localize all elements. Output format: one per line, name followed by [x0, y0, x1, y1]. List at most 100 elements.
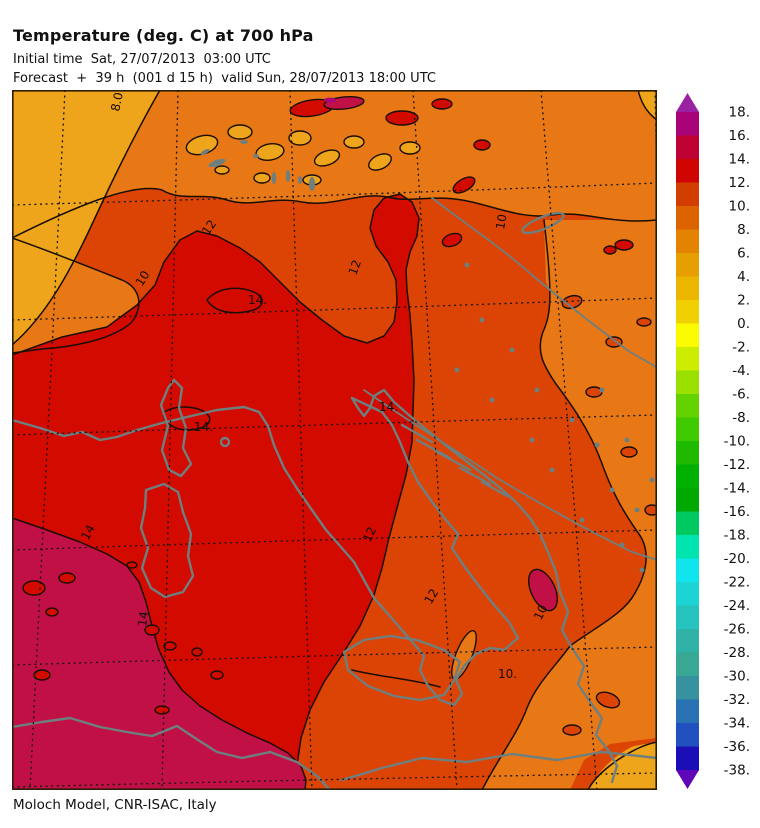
rivers	[363, 197, 657, 561]
colorbar-tick-label: 10.	[729, 199, 750, 215]
contour-label: 8.0	[108, 91, 126, 113]
colorbar-tick-label: 2.	[737, 293, 750, 309]
contour-label: 14	[78, 522, 98, 542]
region-amber-tr-corner	[638, 90, 657, 120]
colorbar-segment	[676, 629, 699, 654]
colorbar-segment	[676, 488, 699, 513]
colorbar-segment	[676, 699, 699, 724]
colorbar-segment	[676, 135, 699, 160]
colorbar-tick-label: 14.	[729, 152, 750, 168]
colorbar-segment	[676, 300, 699, 325]
colorbar-arrow-down	[676, 770, 699, 789]
colorbar-segment	[676, 746, 699, 771]
contour-label: 14.	[248, 293, 267, 307]
contour-label: 12	[360, 525, 379, 545]
colorbar-tick-label: -18.	[724, 528, 750, 544]
map-frame	[12, 90, 657, 790]
coast-elba	[219, 436, 231, 448]
magenta-sliver-top	[324, 97, 336, 103]
colorbar-tick-label: -10.	[724, 434, 750, 450]
header-block: Temperature (deg. C) at 700 hPa Initial …	[13, 26, 436, 88]
weather-map: 8.0 12 10 14. 10 12 14. 14. 14 14 12 12 10 10.	[12, 90, 657, 790]
colorbar-tick-label: 0.	[737, 316, 750, 332]
dalmatian-islands	[400, 423, 509, 498]
coast-north-africa-east	[340, 750, 657, 782]
colorbar-segment	[676, 511, 699, 536]
colorbar-tick-label: -8.	[732, 410, 750, 426]
coast-north-africa-west	[12, 716, 332, 790]
balkan-warm-patches	[561, 294, 657, 736]
colorbar-segment	[676, 370, 699, 395]
coast-sardinia	[139, 482, 195, 599]
model-credit: Moloch Model, CNR-ISAC, Italy	[13, 797, 217, 813]
colorbar-segment	[676, 558, 699, 583]
coast-europe-italy-balkans	[12, 388, 619, 784]
contour-14	[12, 517, 307, 790]
initial-time-line: Initial time Sat, 27/07/2013 03:00 UTC	[13, 52, 271, 67]
contour-label: 12	[346, 258, 364, 277]
contour-label: 10	[493, 213, 509, 230]
colorbar-segment	[676, 182, 699, 207]
colorbar-tick-label: 18.	[729, 105, 750, 121]
colorbar-tick-label: -28.	[724, 645, 750, 661]
colorbar-segment	[676, 605, 699, 630]
contour-label: 14.	[379, 400, 398, 414]
colorbar-tick-label: -22.	[724, 575, 750, 591]
colorbar-tick-label: 16.	[729, 128, 750, 144]
colorbar-segment	[676, 229, 699, 254]
region-orange-top	[12, 90, 657, 238]
contour-label: 10.	[498, 667, 517, 681]
region-amber-br-corner	[588, 742, 657, 790]
colorbar-tick-label: 6.	[737, 246, 750, 262]
colorbar-segment	[676, 441, 699, 466]
colorbar-tick-label: -16.	[724, 504, 750, 520]
contour-label: 10	[531, 603, 550, 623]
colorbar-segment	[676, 652, 699, 677]
alpine-lakes	[200, 140, 315, 191]
colorbar-tick-label: -26.	[724, 622, 750, 638]
contour-label: 10	[133, 268, 153, 288]
colorbar-segment	[676, 417, 699, 442]
colorbar: 18. 16. 14. 12. 10. 8. 6. 4. 2. 0. -2. -4. -6. -8. -10…	[664, 91, 760, 799]
colorbar-tick-label: -6.	[732, 387, 750, 403]
colorbar-tick-label: 4.	[737, 269, 750, 285]
coastlines	[12, 211, 657, 790]
contour-label: 12	[421, 586, 441, 606]
colorbar-tick-label: -34.	[724, 716, 750, 732]
colorbar-segment	[676, 159, 699, 184]
island-red-patches	[22, 561, 224, 715]
lake-balaton	[521, 211, 565, 235]
colorbar-segment	[676, 535, 699, 560]
region-orange-east	[482, 220, 657, 790]
colorbar-tick-label: -12.	[724, 457, 750, 473]
colorbar-tick-label: -30.	[724, 669, 750, 685]
colorbar-tick-label: -4.	[732, 363, 750, 379]
colorbar-segment	[676, 723, 699, 748]
alpine-amber-patches	[121, 124, 421, 460]
contour-12	[12, 193, 420, 790]
contour-label: 14.	[194, 420, 213, 434]
colorbar-tick-label: -32.	[724, 692, 750, 708]
balkan-lake-dots	[454, 262, 655, 573]
colorbar-segment	[676, 582, 699, 607]
page-title: Temperature (deg. C) at 700 hPa	[13, 26, 314, 45]
magenta-islet-south	[527, 568, 559, 612]
colorbar-tick-label: 12.	[729, 175, 750, 191]
forecast-valid-line: Forecast + 39 h (001 d 15 h) valid Sun, …	[13, 71, 436, 86]
colorbar-segment	[676, 323, 699, 348]
coast-corsica	[159, 378, 193, 478]
colorbar-segment	[676, 676, 699, 701]
colorbar-segment	[676, 253, 699, 278]
graticule-grid	[12, 90, 657, 790]
colorbar-segment	[676, 347, 699, 372]
colorbar-segment	[676, 112, 699, 137]
colorbar-tick-label: -2.	[732, 340, 750, 356]
colorbar-tick-label: -14.	[724, 481, 750, 497]
colorbar-segment	[676, 206, 699, 231]
colorbar-tick-label: 8.	[737, 222, 750, 238]
colorbar-tick-label: -38.	[724, 763, 750, 779]
contour-label: 14	[135, 610, 151, 627]
temperature-scale: 18. 16. 14. 12. 10. 8. 6. 4. 2. 0. -2. -4. -6. -8. -10…	[676, 93, 750, 789]
alpine-red-patches	[289, 98, 634, 255]
